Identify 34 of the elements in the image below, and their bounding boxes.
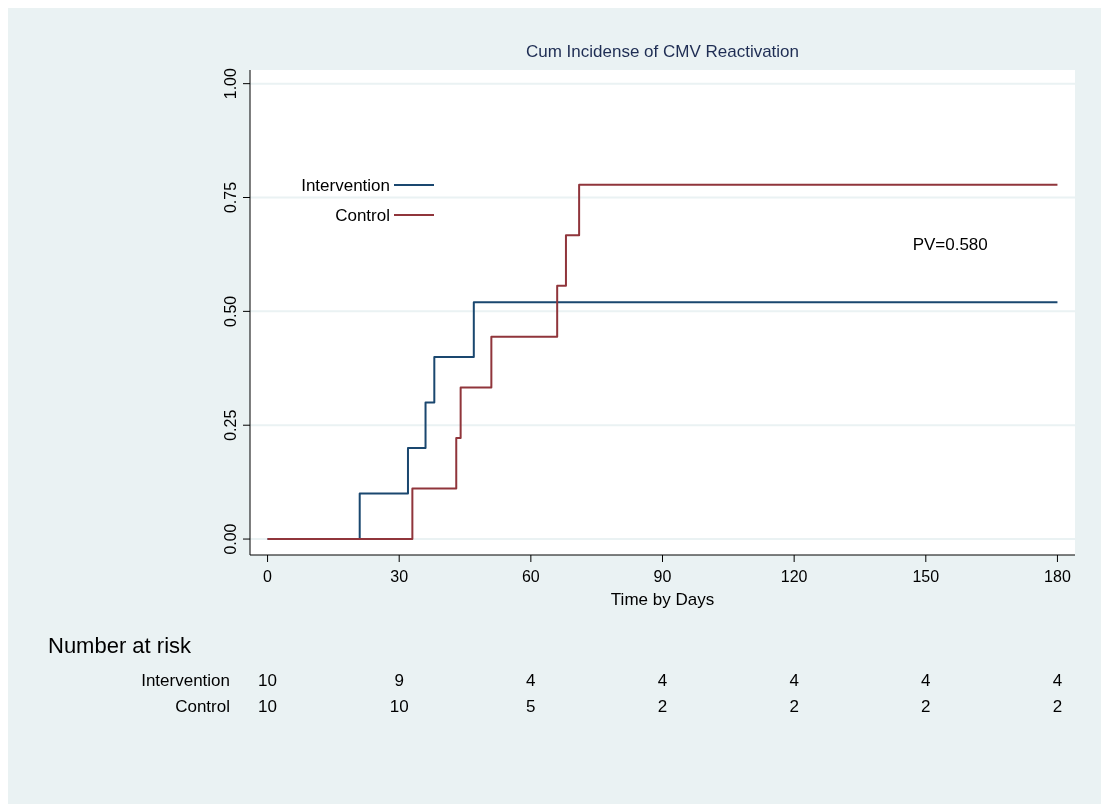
text: 4 (526, 671, 536, 690)
text: 4 (657, 671, 668, 690)
y-tick-label: 0.50 (222, 295, 239, 327)
text: 2 (921, 697, 931, 716)
x-tick-label: 0 (263, 568, 273, 585)
text: Intervention (141, 671, 230, 690)
text: 2 (789, 697, 799, 716)
legend-label: Control (335, 206, 390, 225)
text: 2 (1052, 697, 1063, 716)
text: Number at risk (48, 633, 193, 658)
y-tick-label: 0.00 (222, 523, 239, 555)
text: 9 (394, 671, 404, 690)
text: 10 (389, 697, 409, 716)
x-tick-label: 30 (390, 568, 409, 585)
x-tick-label: 60 (521, 568, 540, 585)
x-tick-label: 90 (653, 568, 672, 585)
legend-label: Intervention (301, 176, 390, 195)
annotation: PV=0.580 (912, 234, 988, 254)
y-tick-label: 1.00 (222, 67, 239, 100)
x-tick-label: 150 (912, 568, 940, 585)
text: Control (175, 697, 230, 716)
text: 10 (258, 697, 278, 716)
x-tick-label: 180 (1044, 568, 1071, 585)
chart-title: Cum Incidense of CMV Reactivation (525, 42, 800, 61)
text: 4 (789, 671, 799, 690)
y-tick-label: 0.75 (222, 181, 239, 214)
x-tick-label: 120 (780, 568, 808, 585)
text: 2 (657, 697, 668, 716)
y-tick-label: 0.25 (222, 409, 239, 441)
text: 10 (258, 671, 278, 690)
x-axis-title: Time by Days (610, 590, 715, 609)
text: 4 (1052, 671, 1063, 690)
text: 5 (526, 697, 536, 716)
text: 4 (921, 671, 931, 690)
